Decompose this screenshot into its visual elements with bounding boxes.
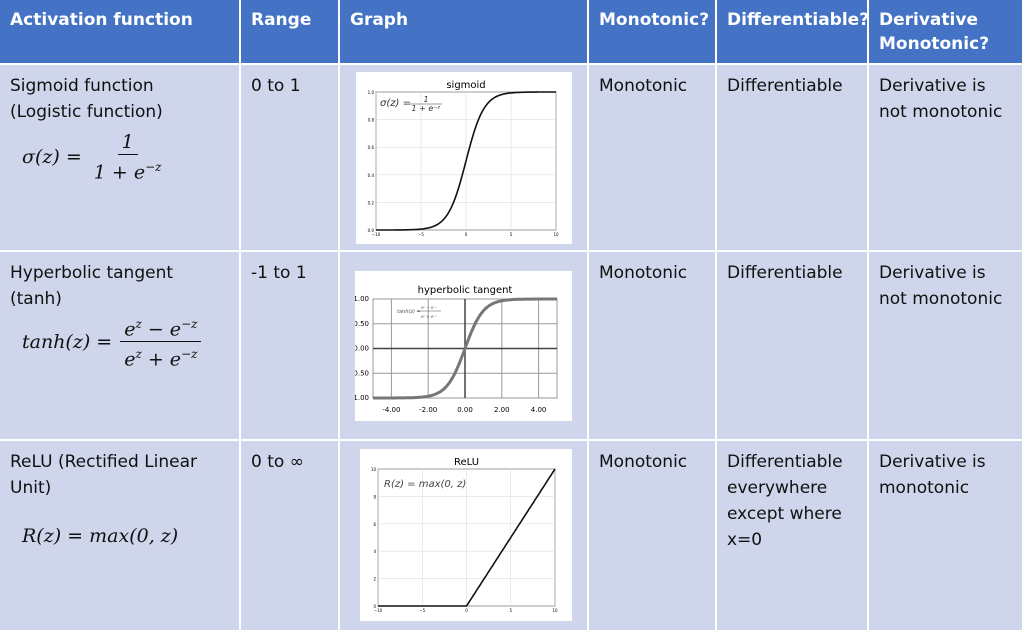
denominator: 1 + e−z (90, 155, 166, 184)
denominator: ez + e−z (120, 342, 201, 371)
header-cell: Range (241, 0, 338, 63)
y-tick-label: 10 (371, 467, 377, 472)
x-tick-label: 4.00 (531, 406, 547, 414)
graph-formula: R(z) = max(0, z) (384, 479, 466, 490)
header-cell: Activation function (0, 0, 239, 63)
header-cell: Differentiable? (717, 0, 869, 63)
y-tick-label: 4 (373, 549, 376, 554)
range-cell: -1 to 1 (241, 252, 338, 439)
curve (378, 468, 556, 607)
function-name: ReLU (Rectified Linear Unit) (10, 452, 198, 498)
x-tick-label: -2.00 (419, 406, 437, 414)
x-tick-label: 0 (465, 608, 468, 613)
differentiable-cell: Differentiable (717, 65, 867, 250)
x-tick-label: −5 (419, 608, 425, 613)
x-tick-label: 2.00 (494, 406, 510, 414)
x-tick-label: 5 (510, 232, 513, 237)
header-cell: Derivative Monotonic? (869, 0, 1022, 63)
graph-bg (360, 449, 572, 621)
graph: sigmoid −10 −5 0 5 10 0.0 0.2 0.4 0.6 0.8 1.0 σ(z) =… (356, 72, 572, 244)
name-cell: Sigmoid function (Logistic function) σ(z)… (0, 65, 239, 250)
range-cell: 0 to 1 (241, 65, 338, 250)
y-tick-label: -0.50 (355, 369, 369, 377)
graph-bg (356, 72, 572, 244)
derivative-cell: Derivative is not monotonic (869, 252, 1022, 439)
numerator: 1 (117, 130, 138, 155)
num-exp2: −z (181, 317, 198, 331)
y-tick-label: 6 (373, 522, 376, 527)
derivative-cell: Derivative is monotonic (869, 441, 1022, 630)
name-cell: Hyperbolic tangent (tanh) tanh(z) = ez − e… (0, 252, 239, 439)
header-cell: Monotonic? (589, 0, 715, 63)
y-tick-label: 0.0 (368, 228, 375, 233)
curve (376, 91, 556, 231)
formula: σ(z) = 1 1 + e−z (22, 130, 166, 184)
formula-lhs: σ(z) = (22, 146, 82, 169)
y-tick-label: 2 (373, 577, 376, 582)
x-tick-label: 0.00 (457, 406, 473, 414)
graph-formula-den: 1 + e⁻ᶻ (412, 104, 441, 113)
y-tick-label: 0 (373, 604, 376, 609)
x-tick-label: −5 (418, 232, 424, 237)
name-cell: ReLU (Rectified Linear Unit) R(z) = max(0… (0, 441, 239, 630)
y-tick-label: -1.00 (355, 394, 369, 402)
range-cell: 0 to ∞ (241, 441, 338, 630)
monotonic-cell: Monotonic (589, 65, 715, 250)
den: e (124, 348, 136, 371)
y-tick-label: 0.00 (355, 345, 369, 353)
numerator: ez − e−z (120, 312, 202, 343)
den-mid: + e (141, 348, 182, 371)
function-name: Hyperbolic tangent (tanh) (10, 263, 174, 309)
x-tick-label: -4.00 (382, 406, 400, 414)
x-tick-label: 0 (465, 232, 468, 237)
header-cell: Graph (340, 0, 587, 63)
graph-formula-lhs: tanh(z) = (397, 309, 421, 315)
graph-formula-num: 1 (423, 95, 428, 104)
den: 1 + e (93, 161, 146, 184)
x-tick-label: −10 (374, 608, 383, 613)
graph-title: ReLU (454, 457, 479, 468)
y-tick-label: 0.50 (355, 320, 369, 328)
y-tick-label: 1.00 (355, 295, 369, 303)
function-name: Sigmoid function (Logistic function) (10, 76, 163, 122)
den-exp: −z (145, 160, 162, 174)
den-exp: z (135, 347, 142, 362)
num: 1 (121, 131, 134, 153)
y-tick-label: 0.2 (368, 200, 375, 205)
x-tick-label: 10 (552, 608, 558, 613)
formula-lhs: R(z) = max(0, z) (22, 525, 179, 547)
graph: hyperbolic tangent -4.00 -2.00 0.00 2.00 4.00… (355, 271, 572, 421)
formula: tanh(z) = ez − e−z ez + e−z (22, 312, 202, 372)
graph-title: hyperbolic tangent (418, 285, 513, 296)
differentiable-cell: Differentiable everywhere except where x… (717, 441, 867, 630)
graph-title: sigmoid (446, 80, 485, 91)
graph-formula-den: eᶻ + e⁻ᶻ (421, 314, 437, 319)
graph-formula-lhs: σ(z) = (380, 98, 411, 109)
y-tick-label: 1.0 (368, 90, 375, 95)
x-tick-label: −10 (372, 232, 381, 237)
y-tick-label: 0.8 (368, 118, 375, 123)
derivative-cell: Derivative is not monotonic (869, 65, 1022, 250)
curve (373, 297, 557, 400)
y-tick-label: 0.6 (368, 145, 375, 150)
num: e (124, 318, 136, 341)
monotonic-cell: Monotonic (589, 252, 715, 439)
fraction: ez − e−z ez + e−z (120, 312, 202, 372)
x-tick-label: 10 (553, 232, 559, 237)
graph: ReLU −10 −5 0 5 10 0 2 4 6 8 10 R(z) = max(0, z) (360, 449, 572, 621)
graph-formula-num: eᶻ − e⁻ᶻ (421, 305, 437, 310)
num-mid: − e (141, 318, 182, 341)
y-tick-label: 0.4 (368, 173, 375, 178)
den-exp2: −z (181, 347, 198, 362)
formula: R(z) = max(0, z) (22, 523, 178, 549)
differentiable-cell: Differentiable (717, 252, 867, 439)
x-tick-label: 5 (509, 608, 512, 613)
monotonic-cell: Monotonic (589, 441, 715, 630)
y-tick-label: 8 (373, 494, 376, 499)
formula-lhs: tanh(z) = (22, 330, 113, 353)
num-exp: z (135, 317, 142, 331)
